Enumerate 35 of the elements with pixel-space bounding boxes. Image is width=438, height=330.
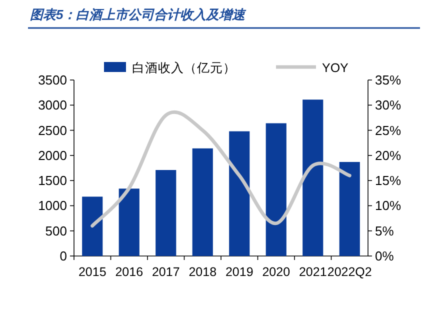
- y2-tick-label: 5%: [375, 223, 394, 238]
- y2-tick-label: 20%: [375, 148, 402, 163]
- x-tick-label: 2019: [225, 265, 254, 279]
- y-tick-label: 1500: [38, 173, 67, 188]
- y2-tick-label: 35%: [375, 72, 402, 88]
- bar: [339, 162, 360, 256]
- x-tick-label: 2018: [188, 265, 217, 279]
- x-tick-label: 2016: [115, 265, 144, 279]
- y-tick-label: 3000: [38, 98, 67, 113]
- bar: [192, 148, 213, 256]
- bar: [156, 170, 176, 256]
- y-tick-label: 2500: [38, 122, 67, 138]
- y2-tick-label: 15%: [375, 173, 402, 188]
- bar: [118, 188, 140, 256]
- x-tick-label: 2022Q2: [327, 265, 372, 279]
- bar: [229, 131, 250, 256]
- bar: [82, 196, 103, 256]
- x-tick-label: 2015: [78, 265, 106, 279]
- legend-label: 白酒收入（亿元）: [132, 61, 236, 75]
- legend-label: YOY: [322, 61, 350, 75]
- y-tick-label: 3500: [38, 72, 67, 88]
- x-tick-label: 2021: [298, 265, 327, 279]
- y-tick-label: 2000: [38, 148, 67, 163]
- y2-tick-label: 10%: [375, 198, 402, 214]
- y2-tick-label: 30%: [375, 98, 402, 113]
- y-tick-label: 1000: [38, 198, 67, 214]
- y-tick-label: 500: [45, 223, 67, 238]
- y2-tick-label: 25%: [375, 122, 402, 138]
- x-tick-label: 2017: [152, 265, 180, 279]
- x-tick-label: 2020: [262, 265, 290, 279]
- y2-tick-label: 0%: [375, 248, 394, 264]
- chart-title: 图表5：白酒上市公司合计收入及增速: [30, 7, 248, 22]
- bar: [302, 100, 324, 256]
- bar: [266, 123, 286, 256]
- y-tick-label: 0: [60, 248, 67, 264]
